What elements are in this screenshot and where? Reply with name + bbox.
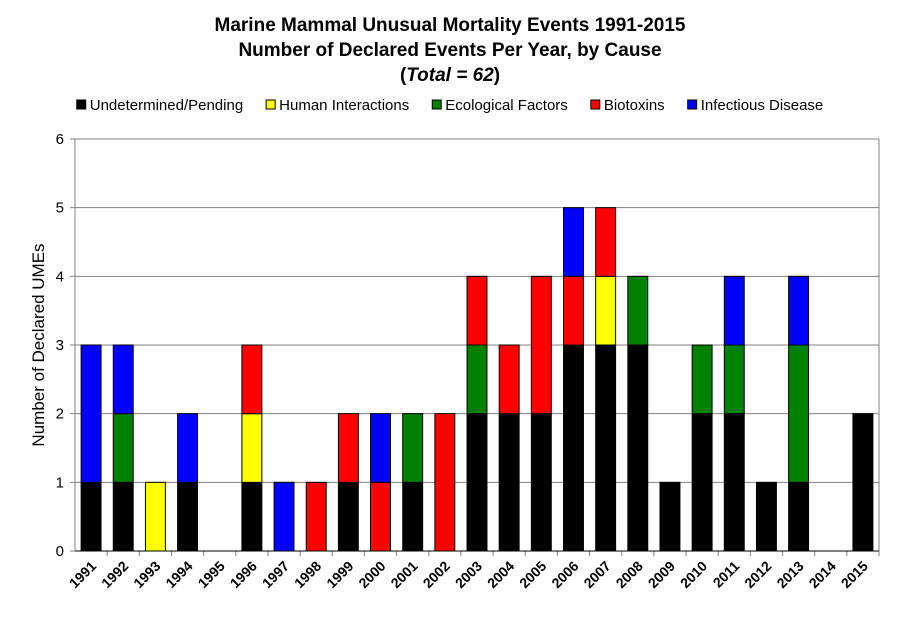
legend-label: Undetermined/Pending bbox=[90, 97, 243, 114]
y-tick-label: 6 bbox=[56, 131, 64, 148]
bar-segment bbox=[177, 481, 199, 552]
bar-segment bbox=[112, 481, 134, 552]
bar-segment bbox=[755, 481, 777, 552]
bar-segment bbox=[434, 413, 456, 552]
bar-segment bbox=[627, 275, 649, 346]
bar-segment bbox=[337, 481, 359, 552]
bar-segment bbox=[723, 275, 745, 346]
bar-segment bbox=[530, 413, 552, 552]
legend-swatch bbox=[590, 99, 601, 110]
total-open-paren: ( bbox=[400, 65, 407, 86]
legend-swatch bbox=[265, 99, 276, 110]
bar-segment bbox=[273, 481, 295, 552]
bar-segment bbox=[370, 481, 391, 552]
bar-segment bbox=[723, 413, 745, 552]
y-tick-label: 0 bbox=[56, 543, 64, 560]
bar-segment bbox=[691, 344, 713, 415]
bar-segment bbox=[466, 275, 488, 346]
y-axis-label: Number of Declared UMEs bbox=[29, 243, 48, 446]
chart-total-note: (Total = 62) bbox=[400, 65, 500, 86]
bar-segment bbox=[788, 275, 810, 346]
bar-segment bbox=[659, 481, 681, 552]
bar-segment bbox=[241, 481, 263, 552]
y-tick-label: 4 bbox=[56, 268, 64, 285]
chart-subtitle: Number of Declared Events Per Year, by C… bbox=[238, 40, 661, 61]
legend-swatch bbox=[687, 99, 698, 110]
bar-segment bbox=[177, 413, 199, 483]
legend-label: Human Interactions bbox=[279, 97, 409, 114]
bar-segment bbox=[563, 207, 584, 277]
chart-title: Marine Mammal Unusual Mortality Events 1… bbox=[215, 15, 686, 36]
bar-segment bbox=[402, 413, 424, 483]
legend-label: Ecological Factors bbox=[445, 97, 568, 114]
bar-segment bbox=[370, 413, 391, 483]
y-tick-label: 5 bbox=[56, 200, 64, 217]
total-close-paren: ) bbox=[494, 65, 500, 86]
y-tick-label: 3 bbox=[56, 337, 64, 354]
y-tick-label: 1 bbox=[56, 474, 64, 491]
bar-segment bbox=[337, 413, 359, 483]
bar-segment bbox=[112, 413, 134, 483]
legend-label: Infectious Disease bbox=[701, 97, 824, 114]
bar-segment bbox=[466, 413, 488, 552]
legend-swatch bbox=[76, 99, 87, 110]
bar-segment bbox=[788, 481, 810, 552]
bar-segment bbox=[466, 344, 488, 415]
total-label: Total = 62 bbox=[406, 65, 494, 86]
plot-area: 0123456199119921993199419951996199719981… bbox=[56, 131, 880, 591]
bar-segment bbox=[563, 344, 584, 552]
bar-segment bbox=[563, 275, 584, 346]
bar-segment bbox=[241, 344, 263, 415]
bar-segment bbox=[305, 481, 327, 552]
bar-segment bbox=[852, 413, 874, 552]
bar-segment bbox=[241, 413, 263, 483]
bar-segment bbox=[112, 344, 134, 415]
legend: Undetermined/Pending Human Interactions Ec… bbox=[76, 97, 824, 114]
bar-segment bbox=[498, 413, 520, 552]
bar-segment bbox=[80, 481, 102, 552]
bar-segment bbox=[80, 344, 102, 483]
bar-segment bbox=[595, 344, 617, 552]
bar-segment bbox=[144, 481, 166, 552]
legend-label: Biotoxins bbox=[604, 97, 665, 114]
bar-segment bbox=[595, 207, 617, 277]
bar-segment bbox=[498, 344, 520, 415]
bar-segment bbox=[402, 481, 424, 552]
bar-segment bbox=[595, 275, 617, 346]
bar-segment bbox=[788, 344, 810, 483]
bar-segment bbox=[530, 275, 552, 415]
bar-segment bbox=[627, 344, 649, 552]
bar-segment bbox=[691, 413, 713, 552]
y-tick-label: 2 bbox=[56, 406, 64, 423]
legend-swatch bbox=[431, 99, 442, 110]
bar-segment bbox=[723, 344, 745, 415]
